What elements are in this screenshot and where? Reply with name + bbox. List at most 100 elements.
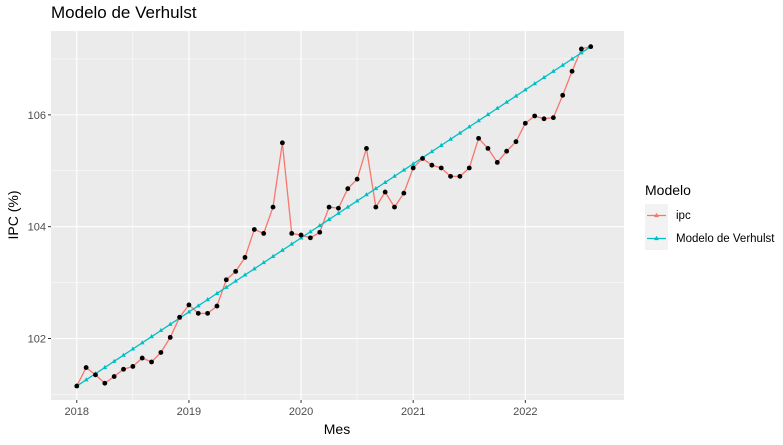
observed-point (186, 302, 192, 308)
y-axis-title: IPC (%) (5, 191, 21, 240)
verhulst-point (149, 334, 154, 339)
observed-point (74, 383, 80, 389)
observed-point (466, 165, 472, 171)
verhulst-point (280, 247, 285, 252)
verhulst-point (466, 124, 472, 129)
observed-point (205, 310, 211, 316)
verhulst-point (111, 358, 117, 363)
observed-point (541, 116, 547, 122)
verhulst-point (485, 111, 491, 117)
observed-point (569, 68, 575, 74)
observed-point (317, 229, 323, 235)
observed-point (513, 139, 519, 145)
observed-point (121, 366, 126, 372)
x-tick-label: 2020 (289, 406, 313, 418)
observed-point (242, 255, 248, 260)
plot-panel (51, 31, 624, 400)
observed-point (588, 44, 594, 50)
verhulst-point (102, 364, 108, 370)
verhulst-point (223, 284, 229, 289)
observed-point (111, 374, 117, 379)
verhulst-point (242, 272, 248, 277)
verhulst-point (317, 222, 323, 228)
observed-point (550, 115, 556, 121)
observed-point (195, 310, 201, 316)
observed-point (139, 355, 145, 361)
x-tick-label: 2022 (513, 406, 537, 418)
x-tick-label: 2021 (401, 406, 425, 418)
verhulst-point (186, 309, 192, 314)
legend-key-verhulst (647, 235, 666, 241)
observed-point (298, 232, 304, 238)
observed-point (279, 140, 285, 146)
verhulst-point (326, 216, 332, 221)
observed-point (270, 204, 276, 210)
observed-point (223, 277, 229, 283)
observed-point (233, 269, 239, 274)
x-axis: 2018 2019 2020 2021 2022 (65, 400, 538, 418)
observed-point (364, 146, 369, 151)
observed-point (532, 113, 538, 119)
verhulst-point (195, 303, 201, 308)
verhulst-point (130, 346, 136, 351)
legend-key-ipc (647, 212, 666, 218)
verhulst-point (513, 93, 519, 98)
verhulst-point (289, 241, 295, 246)
verhulst-point (139, 340, 145, 345)
verhulst-point (308, 229, 313, 234)
verhulst-point (401, 167, 407, 172)
verhulst-point (364, 192, 369, 197)
chart-title: Modelo de Verhulst (51, 3, 197, 22)
verhulst-point (551, 68, 556, 73)
verhulst-point (345, 204, 351, 209)
x-tick-label: 2019 (177, 406, 201, 418)
verhulst-point (214, 290, 220, 296)
observed-point (102, 380, 108, 386)
verhulst-point (251, 266, 257, 271)
grid-major (51, 31, 624, 400)
observed-point (420, 156, 425, 161)
y-tick-label: 102 (28, 334, 46, 346)
observed-point (578, 46, 584, 52)
verhulst-point (233, 278, 238, 283)
observed-point (560, 92, 566, 98)
verhulst-point (504, 99, 509, 104)
x-axis-title: Mes (324, 421, 350, 437)
observed-point (177, 314, 182, 320)
verhulst-point (560, 62, 566, 67)
verhulst-point (569, 56, 575, 61)
observed-point (83, 365, 89, 370)
series-verhulst (74, 44, 594, 388)
observed-point (448, 173, 453, 179)
x-tick-label: 2018 (65, 406, 89, 418)
observed-point (214, 303, 220, 309)
verhulst-point (373, 185, 379, 191)
observed-point (289, 230, 295, 236)
y-tick-label: 106 (28, 110, 46, 122)
verhulst-point (382, 179, 388, 184)
observed-point (149, 359, 154, 365)
legend-label-verhulst: Modelo de Verhulst (676, 233, 775, 245)
verhulst-point (336, 210, 341, 215)
legend-marker-ipc (653, 212, 660, 218)
verhulst-point (354, 198, 360, 203)
verhulst-point (522, 87, 528, 92)
observed-point (167, 334, 173, 340)
verhulst-point (494, 105, 500, 110)
observed-point (308, 235, 313, 241)
verhulst-point (410, 161, 416, 166)
observed-point (457, 173, 463, 179)
y-tick-label: 104 (28, 222, 46, 234)
y-axis: 102 104 106 (28, 110, 51, 346)
observed-point (130, 364, 136, 369)
observed-point (438, 165, 444, 171)
verhulst-point (541, 74, 547, 80)
observed-point (401, 190, 407, 196)
verhulst-point (261, 260, 267, 265)
legend-label-ipc: ipc (676, 210, 691, 222)
verhulst-point (270, 253, 276, 259)
verhulst-point (158, 327, 164, 333)
observed-points (74, 44, 594, 389)
verhulst-point (392, 173, 397, 178)
